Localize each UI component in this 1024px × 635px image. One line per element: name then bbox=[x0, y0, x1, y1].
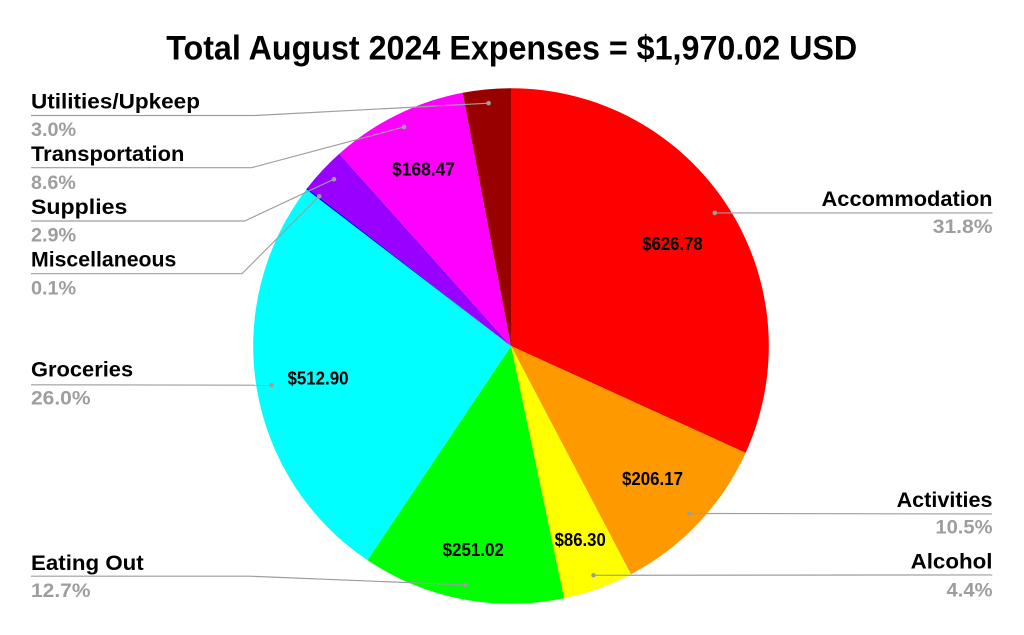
svg-text:Groceries: Groceries bbox=[31, 358, 133, 382]
svg-text:$512.90: $512.90 bbox=[287, 368, 348, 389]
svg-text:Total August 2024 Expenses = $: Total August 2024 Expenses = $1,970.02 U… bbox=[166, 30, 857, 68]
svg-text:$86.30: $86.30 bbox=[555, 529, 606, 550]
svg-text:$168.47: $168.47 bbox=[392, 159, 455, 180]
svg-text:$626.78: $626.78 bbox=[642, 233, 703, 254]
svg-text:Alcohol: Alcohol bbox=[911, 549, 993, 573]
svg-text:Eating Out: Eating Out bbox=[31, 550, 144, 574]
svg-text:$206.17: $206.17 bbox=[622, 468, 683, 489]
svg-text:3.0%: 3.0% bbox=[31, 119, 76, 141]
svg-text:Activities: Activities bbox=[897, 488, 993, 512]
svg-text:4.4%: 4.4% bbox=[947, 580, 993, 601]
svg-text:26.0%: 26.0% bbox=[31, 388, 91, 409]
svg-text:8.6%: 8.6% bbox=[31, 173, 76, 194]
svg-text:$251.02: $251.02 bbox=[443, 539, 504, 560]
svg-text:Supplies: Supplies bbox=[31, 195, 127, 219]
svg-text:Miscellaneous: Miscellaneous bbox=[31, 249, 176, 272]
svg-text:Transportation: Transportation bbox=[31, 143, 184, 166]
svg-text:Utilities/Upkeep: Utilities/Upkeep bbox=[31, 89, 200, 113]
svg-text:2.9%: 2.9% bbox=[31, 225, 76, 247]
svg-text:0.1%: 0.1% bbox=[31, 278, 76, 300]
svg-text:Accommodation: Accommodation bbox=[822, 188, 993, 212]
svg-text:12.7%: 12.7% bbox=[31, 581, 91, 602]
svg-text:10.5%: 10.5% bbox=[935, 517, 992, 538]
svg-text:31.8%: 31.8% bbox=[933, 217, 993, 238]
